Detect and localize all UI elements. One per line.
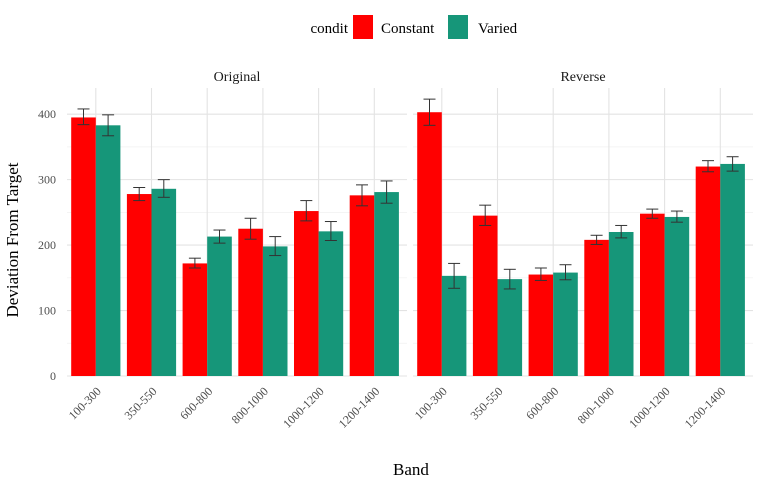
error-bar [300,200,313,222]
x-tick-label: 350-550 [121,384,159,422]
panel-title-original: Original [214,70,261,85]
legend-label-constant: Constant [381,21,435,37]
bar-original-varied-600-800 [207,236,232,376]
bar-reverse-constant-600-800 [528,274,554,376]
y-tick-label: 100 [38,304,56,318]
y-axis-title: Deviation From Target [3,162,22,317]
panel-title-reverse: Reverse [560,70,605,85]
legend-label-varied: Varied [478,21,518,37]
x-tick-label: 100-300 [412,384,450,422]
legend: condit Constant Varied [311,15,518,39]
bar-reverse-constant-1000-1200 [640,213,665,376]
error-bar [380,180,393,204]
bar-reverse-varied-600-800 [553,272,578,376]
x-tick-label: 600-800 [177,384,215,422]
y-tick-label: 200 [38,238,56,252]
y-tick-label: 300 [38,173,56,187]
error-bar [77,108,90,126]
error-bar [157,179,170,198]
bar-reverse-constant-350-550 [472,215,498,376]
bar-reverse-varied-100-300 [441,275,467,376]
x-tick-label: 1200-1400 [336,384,383,431]
error-bar [213,229,226,244]
bar-reverse-constant-1200-1400 [695,166,721,376]
x-tick-label: 350-550 [467,384,505,422]
x-tick-label: 100-300 [66,384,104,422]
error-bar [534,267,547,281]
error-bar [102,114,115,137]
bar-original-constant-100-300 [71,117,96,377]
legend-key-constant [353,15,373,39]
error-bar [615,224,628,239]
x-tick-label: 1000-1200 [280,384,327,431]
error-bar [590,234,603,245]
x-tick-label: 800-1000 [229,384,271,426]
error-bar [244,217,257,240]
x-tick-label: 1200-1400 [682,384,729,431]
panel-reverse: Reverse 100-300 350-550 600-800 800-1000 1000… [412,70,753,431]
bar-original-constant-1000-1200 [294,211,319,376]
x-tick-label: 800-1000 [575,384,617,426]
bar-original-constant-1200-1400 [349,195,375,376]
legend-key-varied [448,15,468,39]
error-bar [269,236,282,257]
error-bar [324,221,337,242]
error-bar [423,98,436,126]
y-tick-label: 0 [50,369,56,383]
error-bar [356,184,368,207]
bar-reverse-varied-1200-1400 [720,163,745,376]
legend-title: condit [311,21,349,37]
error-bar [702,160,714,173]
bar-original-varied-800-1000 [262,246,288,376]
bar-original-constant-350-550 [126,194,152,376]
x-tick-label: 600-800 [523,384,561,422]
error-bar [133,186,146,202]
bar-original-constant-800-1000 [238,228,263,376]
error-bar [726,156,739,172]
x-axis-title: Band [393,460,429,479]
error-bar [479,204,492,226]
error-bar [503,268,516,290]
bar-reverse-varied-800-1000 [608,232,634,376]
bar-original-varied-100-300 [95,125,121,377]
bar-original-varied-350-550 [151,188,177,376]
bar-reverse-varied-350-550 [497,279,523,376]
bar-reverse-constant-800-1000 [584,239,609,376]
error-bar [670,210,683,223]
x-tick-label: 1000-1200 [626,384,673,431]
y-tick-label: 400 [38,107,56,121]
bar-reverse-varied-1000-1200 [664,216,690,376]
error-bar [188,257,201,269]
bar-original-varied-1000-1200 [318,231,344,376]
bar-reverse-constant-100-300 [417,112,442,376]
bar-original-constant-600-800 [182,263,208,376]
error-bar [448,262,461,289]
bar-original-varied-1200-1400 [374,192,399,376]
error-bar [559,264,572,281]
error-bar [646,208,659,219]
